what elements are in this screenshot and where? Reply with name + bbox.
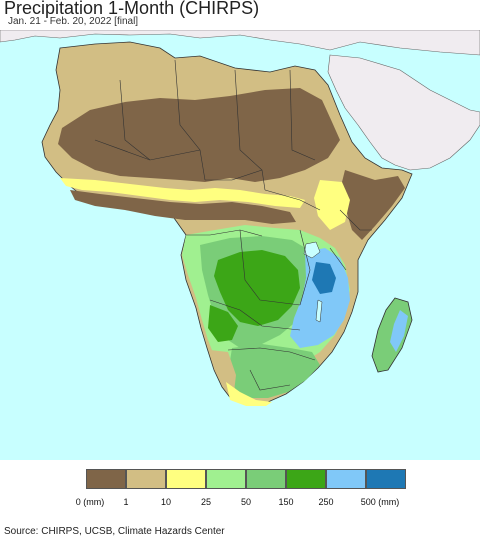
- legend-tick-label: 1: [123, 497, 129, 507]
- legend-swatch: [366, 469, 406, 489]
- horn-of-africa-dry: [340, 170, 405, 240]
- legend-swatch: [286, 469, 326, 489]
- legend-swatch: [166, 469, 206, 489]
- country-borders: [94, 59, 372, 391]
- legend-tick-label: 250: [318, 497, 334, 507]
- southern-africa-green: [228, 344, 320, 398]
- ethiopia-yellow: [314, 180, 350, 230]
- legend-tick-label: 50: [240, 497, 252, 507]
- high-rainfall-dark-green: [214, 250, 300, 326]
- legend-swatch: [126, 469, 166, 489]
- source-credit: Source: CHIRPS, UCSB, Climate Hazards Ce…: [4, 526, 225, 537]
- angola-dark-green: [208, 305, 238, 342]
- east-africa-light-blue: [290, 248, 350, 348]
- sahel-yellow-band: [60, 178, 305, 208]
- legend-swatch: [206, 469, 246, 489]
- southwest-africa-dry: [210, 350, 236, 392]
- legend-tick-label: 25: [200, 497, 212, 507]
- legend-tick-label: 500 (mm): [360, 497, 400, 507]
- page-title: Precipitation 1-Month (CHIRPS): [4, 0, 260, 18]
- legend-swatch: [246, 469, 286, 489]
- lake-victoria: [303, 241, 321, 259]
- tanzania-blue-core: [312, 262, 336, 294]
- legend-swatch: [86, 469, 126, 489]
- africa-precipitation-map: [0, 30, 480, 460]
- legend-tick-label: 150: [278, 497, 294, 507]
- sahara-dry-zone: [58, 88, 340, 182]
- lake-malawi: [315, 299, 323, 323]
- europe-landmass: [0, 30, 480, 56]
- legend-tick-label: 0 (mm): [75, 497, 105, 507]
- madagascar-blue: [390, 310, 408, 352]
- legend-swatch: [326, 469, 366, 489]
- sahel-dry-strip: [70, 190, 296, 224]
- date-range-subtitle: Jan. 21 - Feb. 20, 2022 [final]: [8, 16, 139, 27]
- precipitation-legend: 0 (mm) 1 10 25 50 150 250 500 (mm): [76, 469, 408, 509]
- cape-yellow-band: [226, 382, 272, 406]
- legend-tick-label: 10: [160, 497, 172, 507]
- arabian-peninsula: [327, 54, 480, 171]
